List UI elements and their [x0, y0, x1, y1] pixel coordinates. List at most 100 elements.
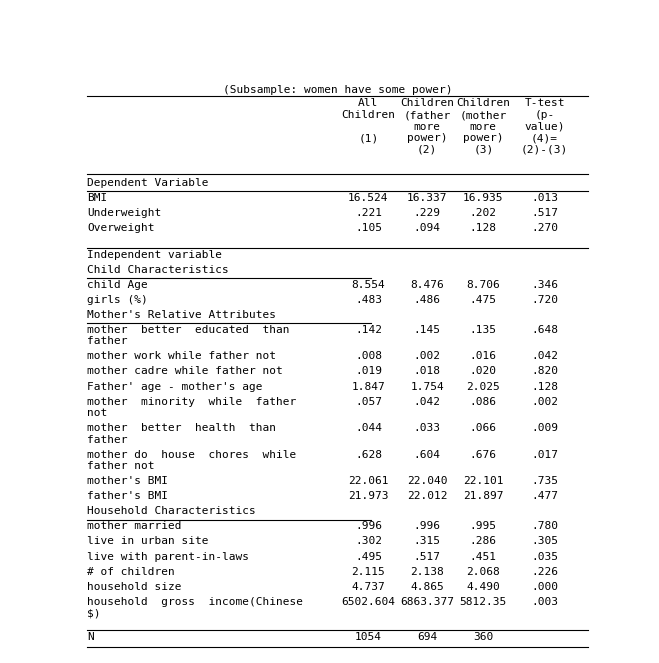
Text: 22.061: 22.061 [348, 476, 389, 486]
Text: .486: .486 [414, 295, 441, 305]
Text: .016: .016 [470, 351, 497, 361]
Text: 22.012: 22.012 [407, 491, 447, 501]
Text: Children
(father
more
power)
(2): Children (father more power) (2) [400, 98, 454, 155]
Text: N: N [88, 633, 94, 642]
Text: 1054: 1054 [355, 633, 382, 642]
Text: mother  minority  while  father
not: mother minority while father not [88, 396, 297, 418]
Text: mother married: mother married [88, 521, 182, 532]
Text: household size: household size [88, 581, 182, 591]
Text: # of children: # of children [88, 567, 175, 577]
Text: .008: .008 [355, 351, 382, 361]
Text: .105: .105 [355, 223, 382, 233]
Text: .451: .451 [470, 552, 497, 562]
Text: 2.068: 2.068 [467, 567, 500, 577]
Text: .996: .996 [414, 521, 441, 532]
Text: 22.040: 22.040 [407, 476, 447, 486]
Text: Dependent Variable: Dependent Variable [88, 178, 209, 188]
Text: .033: .033 [414, 423, 441, 433]
Text: .002: .002 [414, 351, 441, 361]
Text: Underweight: Underweight [88, 208, 161, 218]
Text: 2.115: 2.115 [351, 567, 386, 577]
Text: .003: .003 [531, 597, 558, 607]
Text: 22.101: 22.101 [463, 476, 503, 486]
Text: .009: .009 [531, 423, 558, 433]
Text: Father' age - mother's age: Father' age - mother's age [88, 381, 263, 392]
Text: 4.865: 4.865 [411, 581, 444, 591]
Text: .996: .996 [355, 521, 382, 532]
Text: mother do  house  chores  while
father not: mother do house chores while father not [88, 450, 297, 471]
Text: .648: .648 [531, 325, 558, 335]
Text: All
Children

(1): All Children (1) [341, 98, 395, 143]
Text: .346: .346 [531, 280, 558, 290]
Text: .145: .145 [414, 325, 441, 335]
Text: Mother's Relative Attributes: Mother's Relative Attributes [88, 310, 277, 320]
Text: 21.973: 21.973 [348, 491, 389, 501]
Text: 8.706: 8.706 [467, 280, 500, 290]
Text: .042: .042 [531, 351, 558, 361]
Text: .270: .270 [531, 223, 558, 233]
Text: 2.138: 2.138 [411, 567, 444, 577]
Text: .604: .604 [414, 450, 441, 459]
Text: mother  better  health  than
father: mother better health than father [88, 423, 277, 445]
Text: mother cadre while father not: mother cadre while father not [88, 367, 283, 377]
Text: .735: .735 [531, 476, 558, 486]
Text: .226: .226 [531, 567, 558, 577]
Text: .035: .035 [531, 552, 558, 562]
Text: .128: .128 [531, 381, 558, 392]
Text: .002: .002 [531, 396, 558, 406]
Text: father's BMI: father's BMI [88, 491, 169, 501]
Text: 8.554: 8.554 [351, 280, 386, 290]
Text: .020: .020 [470, 367, 497, 377]
Text: .483: .483 [355, 295, 382, 305]
Text: .305: .305 [531, 536, 558, 546]
Text: .044: .044 [355, 423, 382, 433]
Text: 16.337: 16.337 [407, 193, 447, 203]
Text: .517: .517 [531, 208, 558, 218]
Text: .018: .018 [414, 367, 441, 377]
Text: mother work while father not: mother work while father not [88, 351, 277, 361]
Text: 4.490: 4.490 [467, 581, 500, 591]
Text: .820: .820 [531, 367, 558, 377]
Text: 6502.604: 6502.604 [341, 597, 395, 607]
Text: .086: .086 [470, 396, 497, 406]
Text: mother  better  educated  than
father: mother better educated than father [88, 325, 290, 347]
Text: Child Characteristics: Child Characteristics [88, 265, 229, 274]
Text: 6863.377: 6863.377 [400, 597, 454, 607]
Text: .302: .302 [355, 536, 382, 546]
Text: .676: .676 [470, 450, 497, 459]
Text: .042: .042 [414, 396, 441, 406]
Text: 1.754: 1.754 [411, 381, 444, 392]
Text: .495: .495 [355, 552, 382, 562]
Text: live in urban site: live in urban site [88, 536, 209, 546]
Text: 21.897: 21.897 [463, 491, 503, 501]
Text: .780: .780 [531, 521, 558, 532]
Text: (Subsample: women have some power): (Subsample: women have some power) [223, 85, 453, 95]
Text: BMI: BMI [88, 193, 107, 203]
Text: mother's BMI: mother's BMI [88, 476, 169, 486]
Text: T-test
(p-
value)
(4)=
(2)-(3): T-test (p- value) (4)= (2)-(3) [521, 98, 568, 155]
Text: 5812.35: 5812.35 [460, 597, 507, 607]
Text: .142: .142 [355, 325, 382, 335]
Text: 694: 694 [417, 633, 437, 642]
Text: .229: .229 [414, 208, 441, 218]
Text: 360: 360 [473, 633, 494, 642]
Text: household  gross  income(Chinese
$): household gross income(Chinese $) [88, 597, 304, 619]
Text: .477: .477 [531, 491, 558, 501]
Text: 8.476: 8.476 [411, 280, 444, 290]
Text: 2.025: 2.025 [467, 381, 500, 392]
Text: .720: .720 [531, 295, 558, 305]
Text: .315: .315 [414, 536, 441, 546]
Text: live with parent-in-laws: live with parent-in-laws [88, 552, 250, 562]
Text: .017: .017 [531, 450, 558, 459]
Text: .221: .221 [355, 208, 382, 218]
Text: .135: .135 [470, 325, 497, 335]
Text: 1.847: 1.847 [351, 381, 386, 392]
Text: .628: .628 [355, 450, 382, 459]
Text: .013: .013 [531, 193, 558, 203]
Text: .057: .057 [355, 396, 382, 406]
Text: Overweight: Overweight [88, 223, 155, 233]
Text: .019: .019 [355, 367, 382, 377]
Text: .066: .066 [470, 423, 497, 433]
Text: girls (%): girls (%) [88, 295, 148, 305]
Text: .202: .202 [470, 208, 497, 218]
